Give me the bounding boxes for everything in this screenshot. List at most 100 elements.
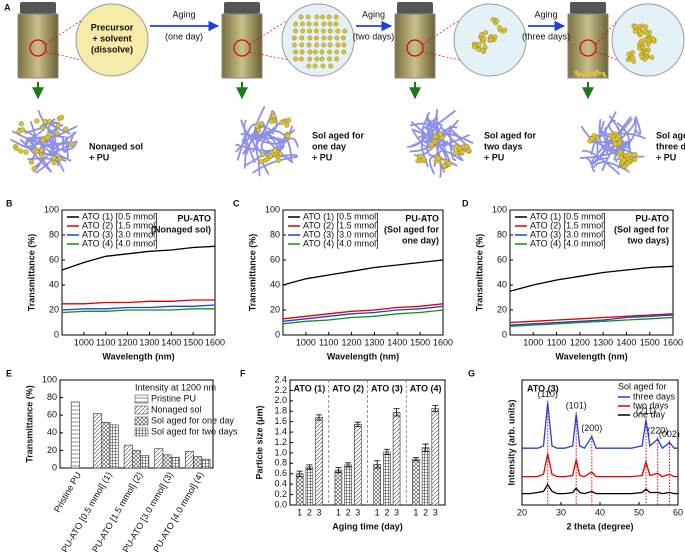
- x-tick-label: 1100: [547, 337, 566, 347]
- particle: [307, 56, 313, 62]
- panel-label: C: [233, 198, 240, 208]
- x-tick-label: 1500: [410, 337, 430, 347]
- polymer-chain: [65, 136, 69, 159]
- polymer-chain: [17, 127, 45, 173]
- particle: [267, 153, 273, 159]
- zoom-guide: [249, 19, 289, 45]
- legend-label: one day: [633, 409, 666, 419]
- sediment: [583, 70, 588, 74]
- line-series: [61, 304, 216, 311]
- error-bar: [296, 470, 303, 477]
- y-tick-label: 100: [44, 204, 59, 214]
- bar: [101, 421, 111, 469]
- caption: three days: [656, 141, 685, 151]
- zoom-circle: [75, 3, 149, 77]
- y-tick-label: 60: [497, 254, 507, 264]
- x-tick-label: 1000: [74, 337, 94, 347]
- vial-cap: [397, 2, 433, 14]
- particle: [38, 147, 45, 153]
- error-bar: [306, 464, 313, 470]
- polymer-chain: [599, 111, 617, 138]
- x-tick-label: 1100: [96, 337, 115, 347]
- peak-label: (002): [659, 429, 680, 439]
- legend-label: ATO (3) [3.0 mmol]: [303, 229, 379, 239]
- particle: [342, 28, 348, 34]
- line-series: [522, 453, 678, 478]
- x-tick-label: 1000: [523, 337, 543, 347]
- x-tick-label: 30: [556, 507, 566, 517]
- error-bar: [345, 462, 352, 468]
- particle: [327, 42, 333, 48]
- annotation: ATO (3): [527, 383, 559, 393]
- legend-label: ATO (2) [1.5 mmol]: [82, 220, 158, 230]
- error-bar: [374, 460, 381, 469]
- polymer-chain: [251, 109, 273, 153]
- legend-label: ATO (1) [0.5 mmol]: [530, 211, 606, 221]
- polymer-chain: [262, 163, 270, 176]
- particle: [58, 114, 65, 121]
- particle: [437, 131, 444, 137]
- bar: [70, 401, 80, 469]
- legend-swatch: [134, 394, 149, 404]
- legend-label: Sol aged for one day: [151, 415, 235, 425]
- y-tick-label: 1.2: [274, 437, 287, 447]
- particle: [625, 57, 631, 63]
- error-bar: [354, 421, 361, 427]
- plot-frame: [282, 209, 444, 336]
- x-axis-label: 2 theta (degree): [566, 521, 633, 531]
- particle: [39, 153, 45, 159]
- particle: [494, 18, 499, 24]
- polymer-chain: [411, 124, 430, 148]
- y-tick-label: 20: [270, 304, 280, 314]
- particle: [260, 151, 266, 157]
- particle: [642, 56, 648, 62]
- y-tick-label: 60: [47, 410, 57, 420]
- particle: [313, 28, 319, 34]
- precursor-text: Precursor: [91, 22, 134, 32]
- bar: [392, 411, 401, 506]
- particle: [616, 140, 623, 146]
- bar: [185, 450, 194, 469]
- particle: [496, 24, 502, 30]
- particle: [321, 35, 327, 41]
- particle: [16, 128, 22, 135]
- bar: [373, 464, 381, 506]
- particle: [293, 21, 299, 27]
- legend-label: ATO (2) [1.5 mmol]: [530, 220, 606, 230]
- polymer-chain: [450, 129, 471, 150]
- particle: [626, 151, 632, 158]
- x-tick-label: 2: [423, 507, 428, 517]
- annotation: (Sol aged for: [384, 224, 439, 234]
- particle: [271, 113, 277, 119]
- error-bar: [422, 443, 429, 452]
- y-tick-label: 20: [49, 304, 59, 314]
- bar: [412, 458, 420, 506]
- x-tick-label: 1: [375, 507, 380, 517]
- particle: [18, 121, 24, 127]
- annotation: PU-ATO: [635, 213, 669, 223]
- sediment: [594, 72, 598, 76]
- peak-label: (211): [636, 406, 656, 416]
- line-series: [282, 309, 444, 325]
- panel-label: F: [240, 368, 246, 378]
- particle: [341, 49, 347, 55]
- particle: [640, 44, 646, 50]
- particle: [643, 24, 649, 30]
- panel-label: A: [4, 2, 11, 12]
- legend-label: Pristine PU: [151, 393, 196, 403]
- x-tick-label: 40: [595, 507, 605, 517]
- legend-swatch: [134, 405, 149, 415]
- line-series: [509, 313, 674, 324]
- particle: [56, 156, 63, 162]
- aging-label: Aging: [172, 9, 195, 19]
- x-tick-label: Pristine PU: [52, 470, 83, 514]
- annotation: two days): [627, 235, 669, 245]
- bar: [431, 408, 440, 506]
- particle: [306, 21, 312, 27]
- sediment: [579, 72, 583, 76]
- particle: [42, 118, 48, 125]
- particle: [631, 59, 637, 64]
- particle: [621, 157, 627, 163]
- particle: [335, 28, 341, 34]
- particle: [307, 49, 313, 55]
